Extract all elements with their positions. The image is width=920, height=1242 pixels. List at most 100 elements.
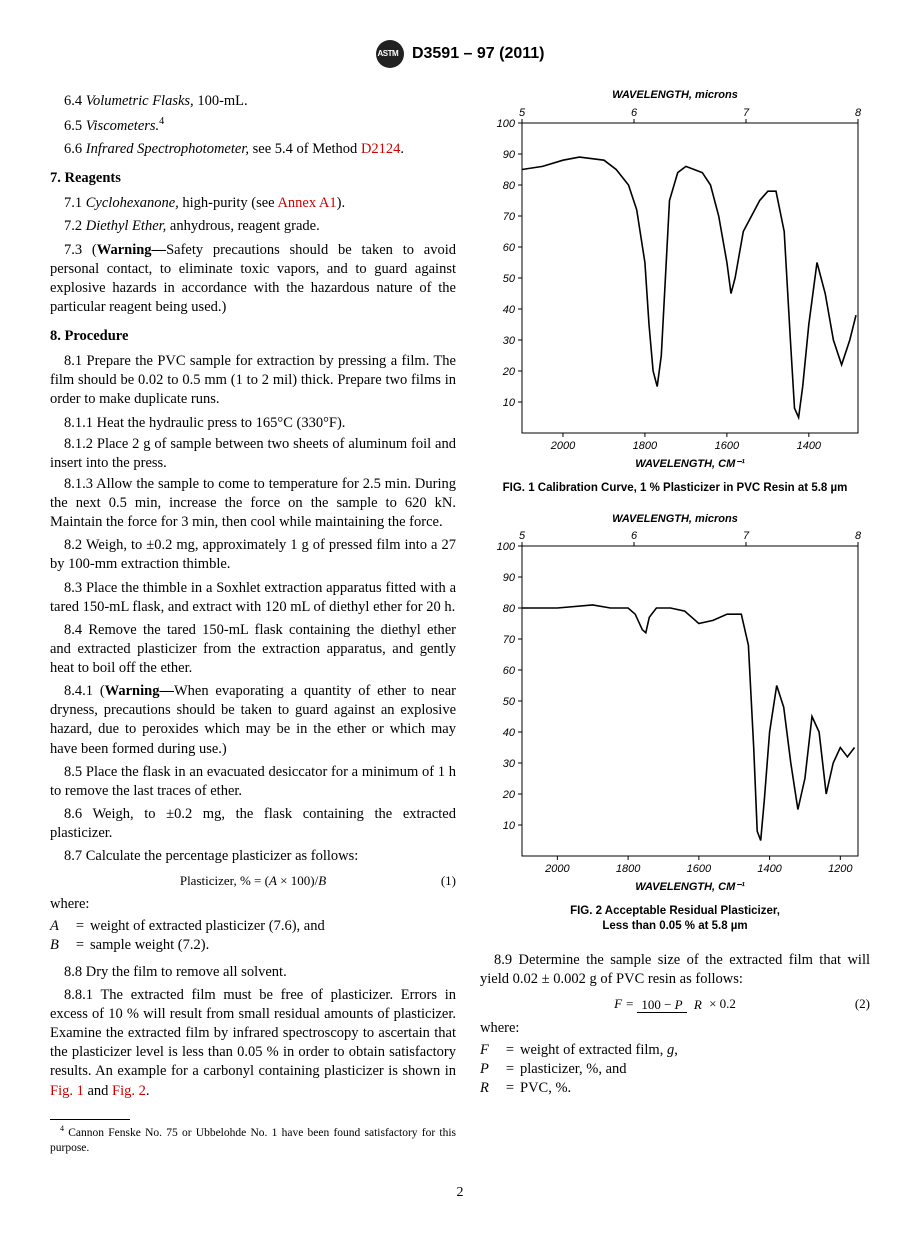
svg-text:90: 90 xyxy=(503,149,516,161)
eq-number: (1) xyxy=(441,872,456,889)
item-7-2: 7.2 Diethyl Ether, anhydrous, reagent gr… xyxy=(50,217,456,236)
svg-text:100: 100 xyxy=(497,118,516,130)
text: Determine the sample size of the extract… xyxy=(480,952,870,987)
svg-text:7: 7 xyxy=(743,530,750,542)
link-fig2[interactable]: Fig. 2 xyxy=(112,1083,146,1099)
footnote-marker: 4 xyxy=(60,1124,64,1133)
eq2-numerator: 100 − P xyxy=(637,997,686,1013)
var-symbol: R xyxy=(480,1079,500,1098)
item-8-3: 8.3 Place the thimble in a Soxhlet extra… xyxy=(50,579,456,617)
num: 8.4.1 xyxy=(64,683,93,699)
chart2-svg: 1020304050607080901002000180016001400120… xyxy=(480,528,870,898)
variable-definitions-1: A = weight of extracted plasticizer (7.6… xyxy=(50,917,456,955)
item-6-4: 6.4 Volumetric Flasks, 100-mL. xyxy=(50,92,456,111)
item-8-8-1: 8.8.1 The extracted film must be free of… xyxy=(50,986,456,1101)
equals: = xyxy=(70,917,90,936)
var-symbol: A xyxy=(50,917,70,936)
svg-text:20: 20 xyxy=(502,366,516,378)
num: 8.7 xyxy=(64,848,82,864)
item-8-4-1: 8.4.1 (Warning—When evaporating a quanti… xyxy=(50,682,456,759)
svg-text:2000: 2000 xyxy=(544,863,570,875)
equals: = xyxy=(500,1060,520,1079)
link-annex-a1[interactable]: Annex A1 xyxy=(277,195,336,211)
svg-text:1600: 1600 xyxy=(715,440,740,452)
var-def: weight of extracted plasticizer (7.6), a… xyxy=(90,917,456,936)
svg-text:40: 40 xyxy=(503,727,516,739)
figure-1: WAVELENGTH, microns 10203040506070809010… xyxy=(480,88,870,475)
num: 8.1.2 xyxy=(64,436,93,452)
warning-label: Warning— xyxy=(97,242,166,258)
rest: high-purity (see xyxy=(179,195,278,211)
svg-text:5: 5 xyxy=(519,530,526,542)
svg-text:1400: 1400 xyxy=(797,440,822,452)
end: ). xyxy=(337,195,345,211)
svg-text:100: 100 xyxy=(497,541,516,553)
text: The extracted film must be free of plast… xyxy=(50,987,456,1080)
text: Allow the sample to come to temperature … xyxy=(50,476,456,530)
svg-text:1600: 1600 xyxy=(687,863,712,875)
svg-text:30: 30 xyxy=(503,758,516,770)
text: Weigh, to ±0.2 mg, approximately 1 g of … xyxy=(50,537,456,572)
eq2-denominator: R xyxy=(690,997,706,1012)
num: 8.9 xyxy=(494,952,512,968)
num: 8.1.3 xyxy=(64,476,93,492)
section-8-title: 8. Procedure xyxy=(50,327,456,346)
var-r: R = PVC, %. xyxy=(480,1079,870,1098)
svg-text:60: 60 xyxy=(503,242,516,254)
num: 6.6 xyxy=(64,141,82,157)
rest: see 5.4 of Method xyxy=(249,141,361,157)
item-8-1: 8.1 Prepare the PVC sample for extractio… xyxy=(50,352,456,409)
num: 6.4 xyxy=(64,93,82,109)
equation-2: F = 100 − P R × 0.2 (2) xyxy=(480,995,870,1014)
svg-text:40: 40 xyxy=(503,304,516,316)
footnote-text: Cannon Fenske No. 75 or Ubbelohde No. 1 … xyxy=(50,1127,456,1154)
rest: 100-mL. xyxy=(194,93,248,109)
svg-text:7: 7 xyxy=(743,107,750,119)
num: 8.5 xyxy=(64,764,82,780)
text: Remove the tared 150-mL flask containing… xyxy=(50,622,456,676)
num: 8.2 xyxy=(64,537,82,553)
svg-text:2000: 2000 xyxy=(550,440,576,452)
link-d2124[interactable]: D2124 xyxy=(361,141,400,157)
num: 8.6 xyxy=(64,806,82,822)
num: 8.8.1 xyxy=(64,987,93,1003)
two-column-layout: 6.4 Volumetric Flasks, 100-mL. 6.5 Visco… xyxy=(50,88,870,1156)
svg-text:30: 30 xyxy=(503,335,516,347)
fig2-caption-l2: Less than 0.05 % at 5.8 µm xyxy=(602,920,747,932)
footnote-rule xyxy=(50,1119,130,1120)
section-7-title: 7. Reagents xyxy=(50,169,456,188)
equation-1: Plasticizer, % = (A × 100)/B (1) xyxy=(50,872,456,889)
svg-text:WAVELENGTH, CM⁻¹: WAVELENGTH, CM⁻¹ xyxy=(635,881,745,893)
svg-text:50: 50 xyxy=(503,696,516,708)
fig2-caption-l1: FIG. 2 Acceptable Residual Plasticizer, xyxy=(570,905,780,917)
svg-text:90: 90 xyxy=(503,572,516,584)
label: Cyclohexanone, xyxy=(86,195,179,211)
end: . xyxy=(400,141,404,157)
item-7-3: 7.3 (Warning—Safety precautions should b… xyxy=(50,241,456,318)
svg-text:WAVELENGTH, CM⁻¹: WAVELENGTH, CM⁻¹ xyxy=(635,458,745,470)
svg-text:6: 6 xyxy=(631,530,638,542)
item-6-5: 6.5 Viscometers.4 xyxy=(50,115,456,136)
label: Diethyl Ether, xyxy=(86,218,167,234)
eq2-lhs: F = xyxy=(614,996,637,1011)
link-fig1[interactable]: Fig. 1 xyxy=(50,1083,84,1099)
num: 8.3 xyxy=(64,580,82,596)
item-8-2: 8.2 Weigh, to ±0.2 mg, approximately 1 g… xyxy=(50,536,456,574)
text: Calculate the percentage plasticizer as … xyxy=(86,848,359,864)
num: 8.8 xyxy=(64,964,82,980)
warning-label: Warning— xyxy=(105,683,174,699)
end: . xyxy=(146,1083,150,1099)
svg-text:1200: 1200 xyxy=(828,863,853,875)
svg-text:80: 80 xyxy=(503,603,516,615)
left-column: 6.4 Volumetric Flasks, 100-mL. 6.5 Visco… xyxy=(50,88,456,1156)
right-column: WAVELENGTH, microns 10203040506070809010… xyxy=(480,88,870,1156)
svg-text:5: 5 xyxy=(519,107,526,119)
chart1-top-label: WAVELENGTH, microns xyxy=(480,88,870,103)
item-8-8: 8.8 Dry the film to remove all solvent. xyxy=(50,963,456,982)
figure-2: WAVELENGTH, microns 10203040506070809010… xyxy=(480,512,870,899)
svg-text:50: 50 xyxy=(503,273,516,285)
svg-text:10: 10 xyxy=(503,397,516,409)
page-number: 2 xyxy=(50,1184,870,1202)
svg-text:60: 60 xyxy=(503,665,516,677)
svg-text:10: 10 xyxy=(503,820,516,832)
